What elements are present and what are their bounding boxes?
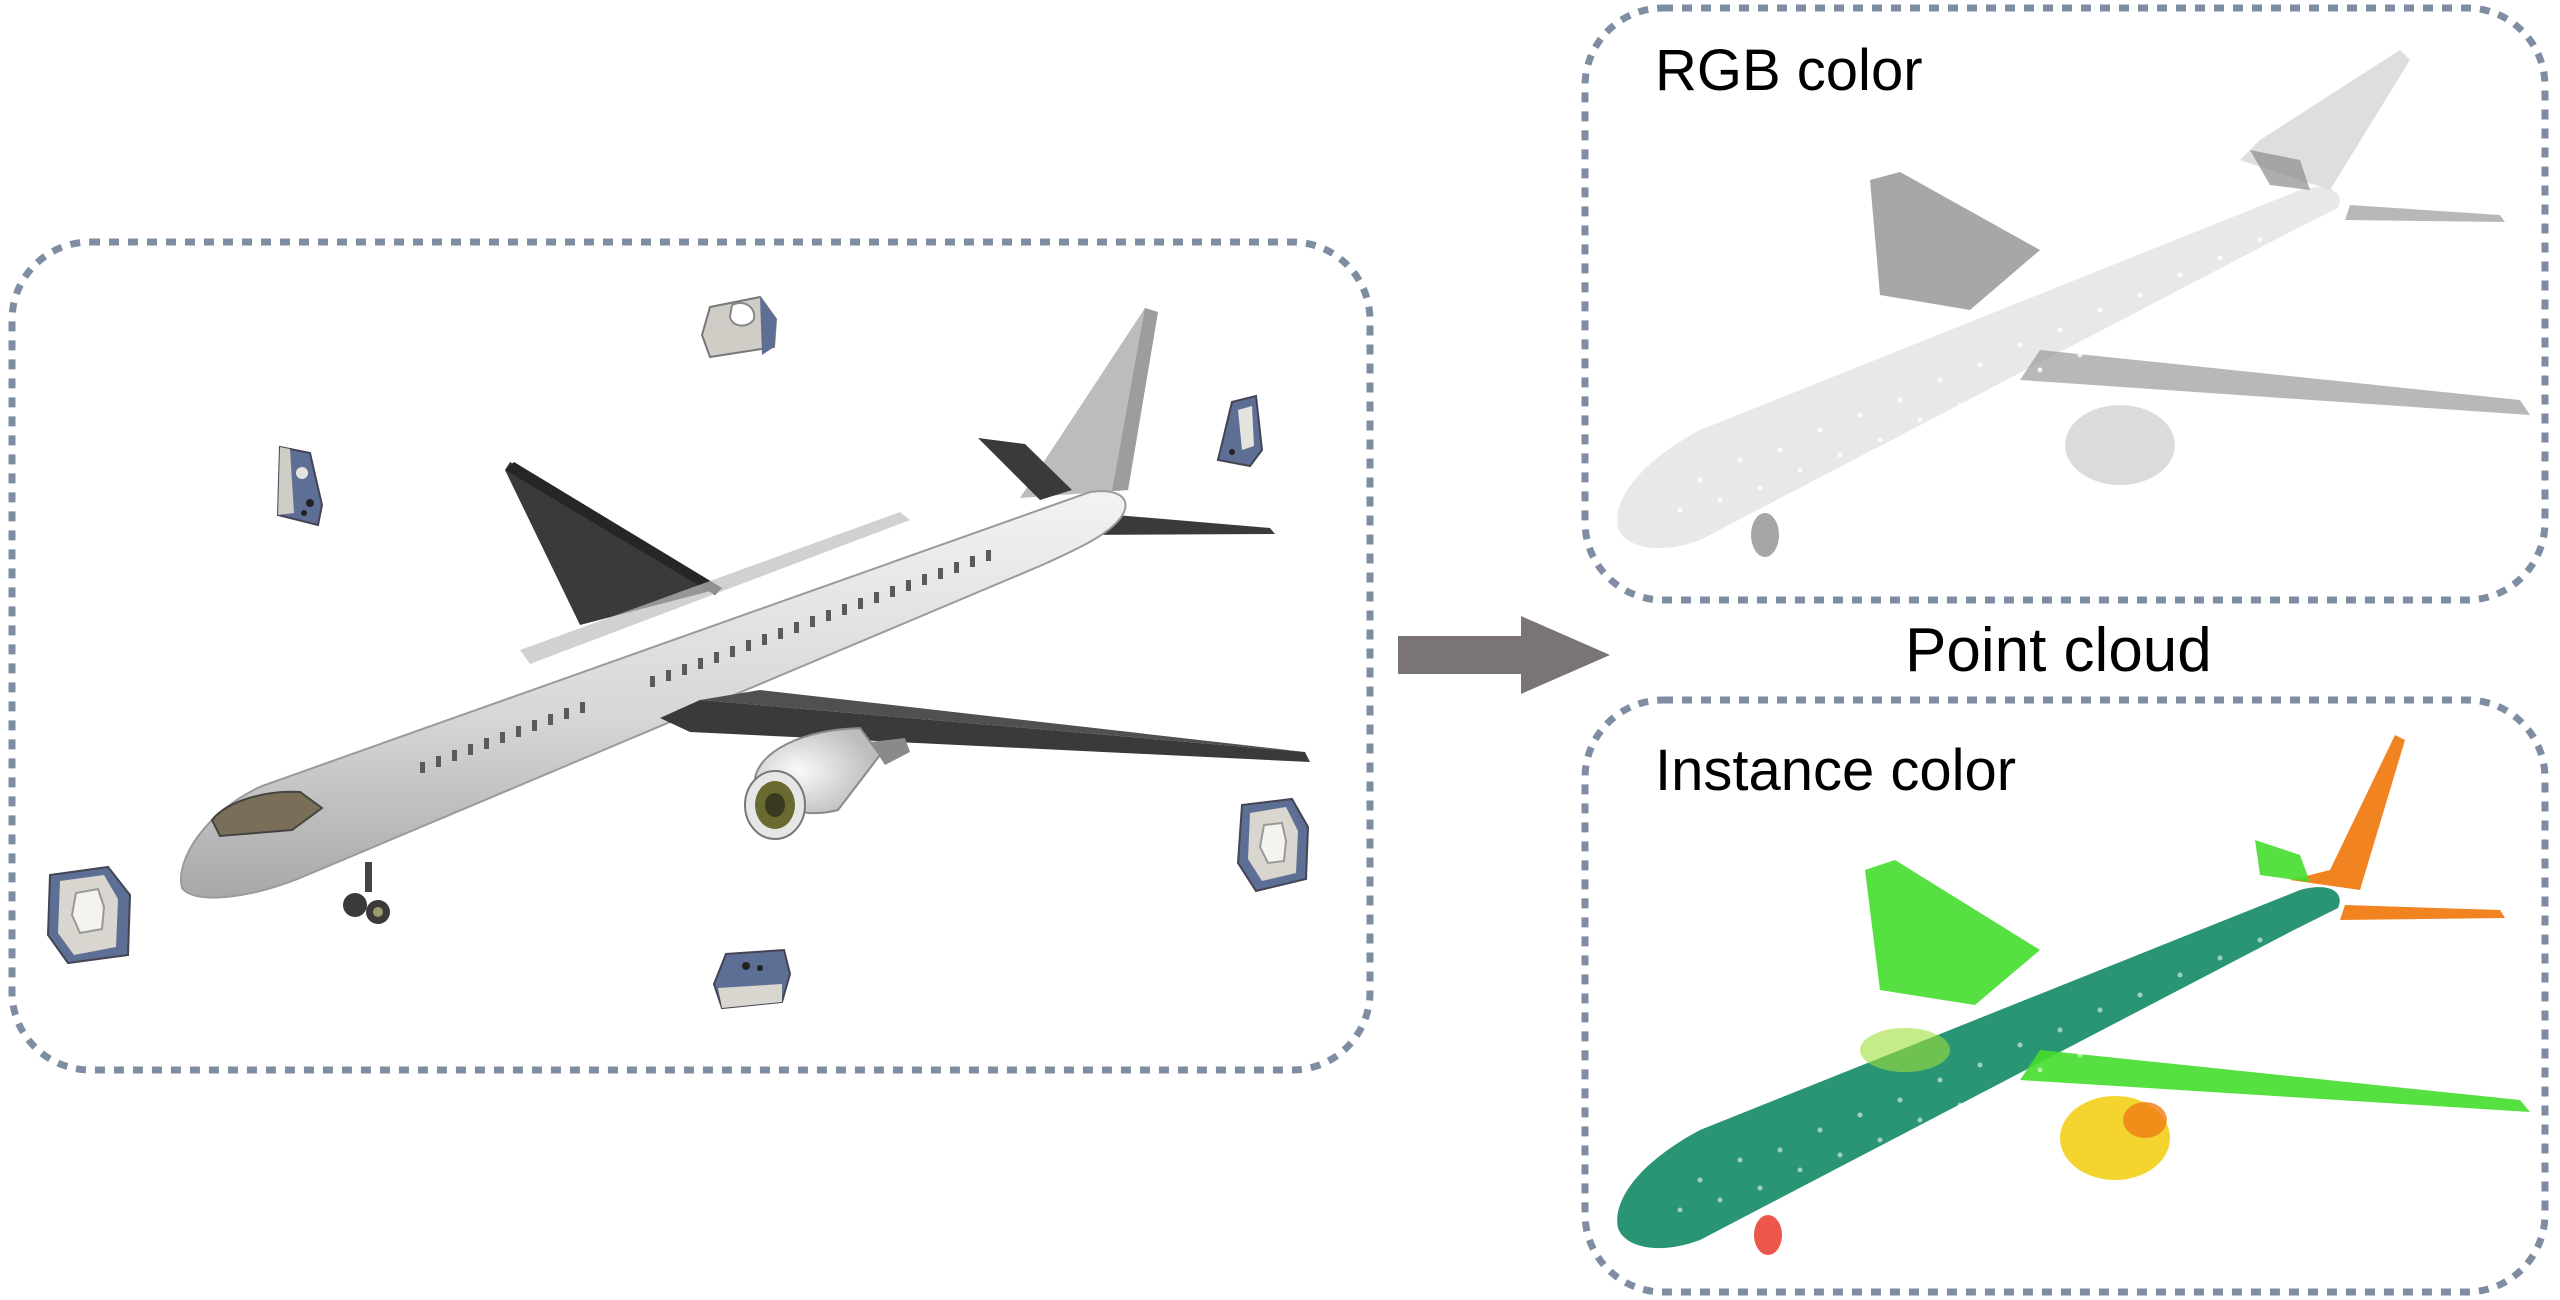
nose-landing-gear	[343, 862, 390, 924]
rgb-fuselage-points	[1617, 187, 2340, 549]
near-wing	[660, 700, 1310, 762]
scanning-scene-frame	[8, 238, 1374, 1074]
instance-point-cloud-frame	[1581, 696, 2549, 1296]
instance-vertical-tail	[2290, 735, 2405, 890]
3d-scanner-icon	[1236, 797, 1310, 893]
jet-engine	[744, 726, 910, 840]
3d-scanner-icon	[276, 445, 324, 527]
instance-near-wing	[2020, 1050, 2530, 1112]
instance-fuselage	[1617, 887, 2340, 1249]
airplane-mesh	[180, 308, 1310, 924]
rgb-color-label: RGB color	[1655, 38, 1923, 103]
instance-far-stabilizer	[2255, 840, 2310, 882]
instance-nose-gear	[1754, 1215, 1782, 1255]
3d-scanner-icon	[46, 865, 132, 965]
far-wing	[505, 462, 722, 625]
fuselage	[180, 490, 1127, 899]
instance-speckle-points	[1677, 937, 2263, 1213]
passenger-windows	[420, 550, 991, 773]
instance-far-wing	[1865, 860, 2040, 1005]
rgb-point-cloud	[1617, 50, 2530, 557]
3d-scanner-icon	[1216, 394, 1264, 468]
rgb-speckle-points	[1677, 237, 2263, 513]
instance-color-label: Instance color	[1655, 738, 2017, 803]
3d-scanner-icon	[712, 948, 792, 1010]
rgb-point-cloud-frame	[1581, 4, 2549, 604]
instance-near-stabilizer	[2340, 905, 2505, 920]
right-arrow-icon	[1398, 616, 1610, 694]
3d-scanner-icon	[700, 295, 778, 359]
rgb-wing-points	[1751, 50, 2530, 557]
instance-point-cloud	[1617, 735, 2530, 1255]
point-cloud-label: Point cloud	[1905, 616, 2212, 685]
cockpit-window	[210, 790, 324, 838]
